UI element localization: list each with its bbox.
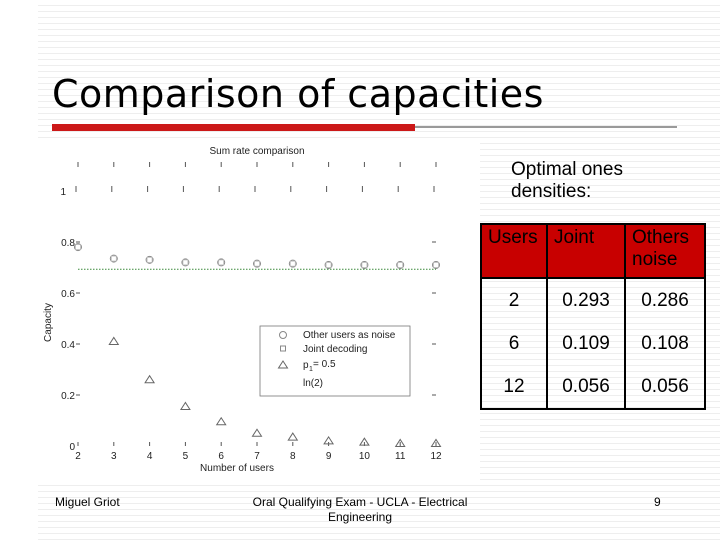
point-other-users-as-noise	[145, 255, 154, 264]
point-p1-0-5	[144, 374, 156, 384]
point-other-users-as-noise	[432, 260, 440, 269]
table-caption: Optimal ones densities:	[511, 159, 623, 202]
cell-others-noise: 0.286	[624, 278, 706, 322]
point-other-users-as-noise	[181, 258, 190, 267]
point-p1-0-5	[179, 401, 191, 410]
chart-title: Sum rate comparison	[209, 146, 304, 157]
y-tick-label: 0.8	[61, 238, 75, 249]
header-joint: Joint	[546, 223, 626, 279]
cell-users: 2	[480, 278, 548, 322]
point-other-users-as-noise	[74, 243, 82, 252]
table-row: 6 0.109 0.108	[480, 322, 706, 365]
y-tick-label: 0	[69, 442, 75, 453]
point-other-users-as-noise	[288, 259, 297, 268]
legend-circle-icon	[279, 331, 287, 339]
point-joint-decoding	[361, 262, 368, 268]
point-p1-0-5	[430, 438, 442, 447]
point-p1-0-5	[323, 435, 335, 445]
cell-joint: 0.293	[546, 278, 626, 322]
point-joint-decoding	[110, 255, 117, 262]
title-divider-rule	[415, 126, 677, 128]
cell-joint: 0.056	[546, 365, 626, 410]
y-tick-label: 0.2	[61, 391, 75, 402]
legend-label-p: p	[303, 360, 309, 371]
title-accent-rule	[52, 124, 415, 131]
point-joint-decoding	[397, 262, 404, 268]
point-p1-0-5	[394, 438, 406, 447]
point-other-users-as-noise	[253, 259, 261, 268]
x-tick-label: 10	[359, 451, 371, 462]
table-row: 2 0.293 0.286	[480, 278, 706, 322]
legend-label-subscript: 1	[309, 366, 313, 373]
cell-users: 6	[480, 322, 548, 365]
legend-label-half: = 0.5	[313, 359, 336, 370]
point-p1-0-5	[358, 437, 370, 446]
slide-title: Comparison of capacities	[52, 72, 544, 116]
table-header-row: Users Joint Others noise	[480, 223, 706, 279]
point-joint-decoding	[433, 262, 439, 268]
cell-others-noise: 0.056	[624, 365, 706, 410]
header-others-noise: Others noise	[624, 223, 706, 279]
x-tick-label: 7	[254, 451, 260, 462]
header-users: Users	[480, 223, 548, 279]
point-other-users-as-noise	[396, 260, 405, 269]
legend-label-joint: Joint decoding	[303, 344, 368, 355]
point-other-users-as-noise	[360, 260, 369, 269]
table-row: 12 0.056 0.056	[480, 365, 706, 410]
cell-joint: 0.109	[546, 322, 626, 365]
densities-table: Users Joint Others noise 2 0.293 0.286 6…	[480, 223, 706, 410]
chart-legend: Other users as noise Joint decoding p 1 = 0…	[259, 325, 411, 397]
footer-event: Oral Qualifying Exam - UCLA - Electrical…	[252, 495, 468, 524]
point-p1-0-5	[287, 432, 299, 441]
point-other-users-as-noise	[109, 254, 118, 263]
footer-author: Miguel Griot	[55, 495, 120, 509]
x-tick-label: 6	[218, 451, 224, 462]
x-tick-label: 2	[75, 451, 81, 462]
point-joint-decoding	[289, 260, 296, 267]
y-axis-label: Capacity	[43, 303, 54, 342]
legend-square-icon	[280, 345, 286, 352]
point-joint-decoding	[218, 259, 225, 266]
y-tick-label: 0.4	[61, 340, 75, 351]
point-joint-decoding	[325, 262, 332, 268]
sum-rate-chart: Sum rate comparison Number of users Capaci…	[18, 140, 480, 482]
y-tick-label: 0.6	[61, 289, 75, 300]
x-tick-label: 4	[147, 451, 153, 462]
cell-others-noise: 0.108	[624, 322, 706, 365]
page-number: 9	[654, 495, 661, 509]
point-joint-decoding	[146, 256, 153, 263]
point-other-users-as-noise	[324, 260, 333, 269]
cell-users: 12	[480, 365, 548, 410]
x-tick-label: 11	[395, 451, 406, 462]
x-tick-label: 8	[290, 451, 296, 462]
x-tick-label: 9	[326, 451, 332, 462]
legend-label-ln2: ln(2)	[303, 378, 323, 389]
point-other-users-as-noise	[217, 258, 226, 267]
point-joint-decoding	[75, 244, 81, 250]
point-p1-0-5	[215, 416, 227, 426]
point-joint-decoding	[254, 260, 260, 267]
point-joint-decoding	[182, 259, 189, 266]
legend-triangle-icon	[277, 360, 289, 369]
point-p1-0-5	[108, 336, 120, 345]
legend-label-noise: Other users as noise	[303, 330, 396, 341]
x-tick-label: 5	[183, 451, 189, 462]
x-tick-label: 3	[111, 451, 117, 462]
x-axis-label: Number of users	[200, 463, 274, 474]
x-tick-label: 12	[430, 451, 442, 462]
chart-background	[18, 140, 480, 482]
point-p1-0-5	[251, 428, 263, 437]
y-tick-label: 1	[60, 187, 66, 198]
